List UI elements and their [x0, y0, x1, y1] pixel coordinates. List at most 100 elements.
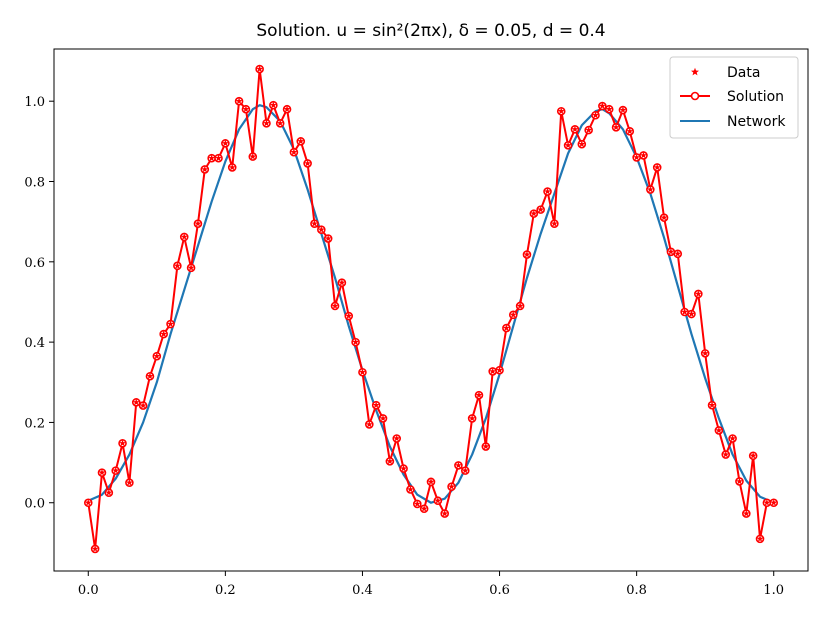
- data-point: [153, 352, 161, 360]
- data-point: [119, 439, 126, 447]
- chart-title: Solution. u = sin²(2πx), δ = 0.05, d = 0…: [256, 21, 605, 41]
- data-point: [173, 262, 181, 269]
- data-point: [482, 442, 490, 450]
- solution-line: [87, 68, 774, 550]
- data-point: [215, 154, 222, 162]
- data-point: [283, 105, 291, 113]
- data-point: [311, 220, 318, 227]
- data-point: [496, 366, 503, 374]
- data-point: [365, 420, 373, 428]
- data-point: [221, 139, 229, 147]
- data-point: [468, 414, 476, 422]
- legend: Data Solution Network: [669, 56, 799, 139]
- legend-data-label: Data: [727, 65, 760, 81]
- data-point: [91, 545, 99, 552]
- data-point: [249, 153, 257, 160]
- data-point: [516, 302, 524, 309]
- data-point: [557, 107, 565, 115]
- data-point: [694, 290, 702, 297]
- data-point: [448, 483, 455, 490]
- data-point: [427, 478, 435, 485]
- data-point: [571, 125, 579, 133]
- data-point: [345, 312, 353, 319]
- data-point: [612, 123, 620, 131]
- data-point: [489, 367, 497, 375]
- data-point: [688, 310, 695, 317]
- data-point: [338, 279, 346, 286]
- data-point: [441, 509, 449, 517]
- data-point: [578, 140, 586, 148]
- data-point: [201, 165, 209, 173]
- data-point: [167, 320, 174, 327]
- data-point: [187, 264, 195, 271]
- data-point: [228, 163, 236, 171]
- data-point: [84, 499, 92, 506]
- data-point: [674, 250, 682, 257]
- data-point: [269, 101, 277, 109]
- y-tick-label: 0.8: [24, 176, 45, 191]
- data-point: [756, 535, 764, 542]
- data-point: [317, 226, 325, 233]
- x-tick-label: 0.6: [489, 583, 510, 598]
- data-point: [592, 111, 599, 119]
- data-point: [502, 324, 510, 331]
- data-point: [194, 220, 202, 227]
- data-point: [256, 65, 264, 72]
- data-series: [84, 65, 778, 552]
- legend-box: [669, 56, 799, 139]
- data-point: [263, 119, 270, 127]
- data-point: [626, 127, 634, 135]
- y-axis: 0.0 0.2 0.4 0.6 0.8 1.0: [24, 95, 54, 512]
- data-point: [708, 401, 716, 409]
- data-point: [290, 148, 298, 156]
- data-point: [276, 119, 284, 127]
- data-point: [598, 102, 606, 109]
- data-point: [160, 330, 168, 337]
- data-point: [304, 159, 312, 167]
- plot-frame: [53, 48, 809, 572]
- data-point: [407, 485, 414, 493]
- data-point: [180, 233, 188, 240]
- data-point: [742, 509, 750, 517]
- data-point: [98, 469, 106, 476]
- data-point: [729, 434, 737, 442]
- network-series: [87, 104, 775, 504]
- data-point: [475, 391, 483, 399]
- data-point: [640, 151, 647, 159]
- y-tick-label: 0.2: [24, 416, 45, 431]
- data-point: [770, 499, 778, 506]
- data-point: [434, 497, 442, 504]
- data-point: [372, 401, 380, 409]
- data-point: [379, 414, 387, 422]
- data-point: [393, 434, 401, 442]
- data-point: [701, 349, 709, 357]
- data-point: [619, 106, 627, 113]
- data-point: [564, 141, 572, 149]
- legend-solution-marker: [690, 91, 700, 101]
- data-point: [132, 398, 140, 406]
- legend-network-label: Network: [727, 114, 786, 130]
- data-point: [297, 137, 305, 145]
- data-point: [324, 234, 332, 242]
- data-point: [585, 126, 593, 134]
- x-tick-label: 0.2: [215, 583, 236, 598]
- data-point: [646, 185, 654, 193]
- data-point: [715, 426, 723, 434]
- data-point: [208, 154, 216, 162]
- data-point: [605, 105, 613, 113]
- x-tick-label: 1.0: [763, 583, 784, 598]
- data-point: [139, 401, 147, 409]
- data-point: [681, 308, 689, 315]
- data-point: [400, 465, 407, 472]
- legend-solution-label: Solution: [727, 89, 784, 105]
- data-point: [653, 163, 661, 171]
- data-point: [550, 220, 558, 227]
- y-tick-label: 0.6: [24, 256, 45, 271]
- data-point: [461, 467, 469, 474]
- x-tick-label: 0.0: [78, 583, 99, 598]
- data-point: [523, 250, 531, 258]
- x-tick-label: 0.8: [626, 583, 647, 598]
- data-point: [420, 505, 428, 512]
- data-point: [105, 489, 113, 496]
- data-point: [112, 467, 120, 474]
